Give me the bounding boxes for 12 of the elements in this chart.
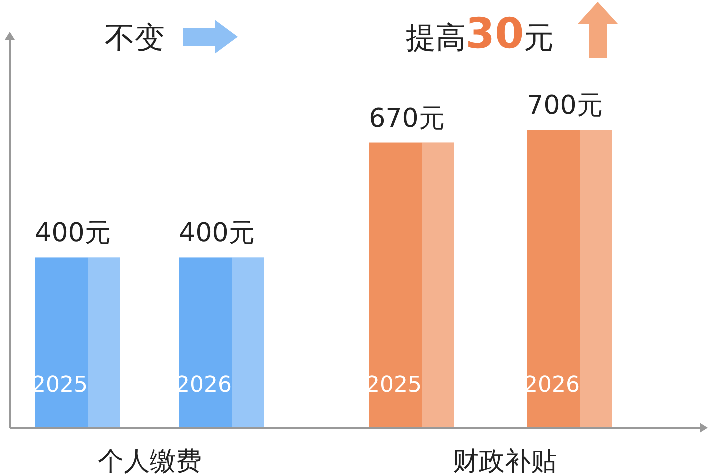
data-label: 400元 xyxy=(179,218,255,249)
data-label: 400元 xyxy=(35,218,111,249)
data-label: 670元 xyxy=(369,104,445,134)
text: 个人缴费 xyxy=(98,447,202,474)
x-tick-label: 2025 xyxy=(32,373,88,398)
text: 财政补贴 xyxy=(453,447,557,474)
data-label: 700元 xyxy=(527,91,603,121)
x-tick-label: 2026 xyxy=(176,373,232,398)
text: 不变 xyxy=(105,21,165,56)
x-tick-label: 2026 xyxy=(524,373,580,398)
text: 提高30元 xyxy=(406,9,554,58)
x-tick-label: 2025 xyxy=(366,373,422,398)
